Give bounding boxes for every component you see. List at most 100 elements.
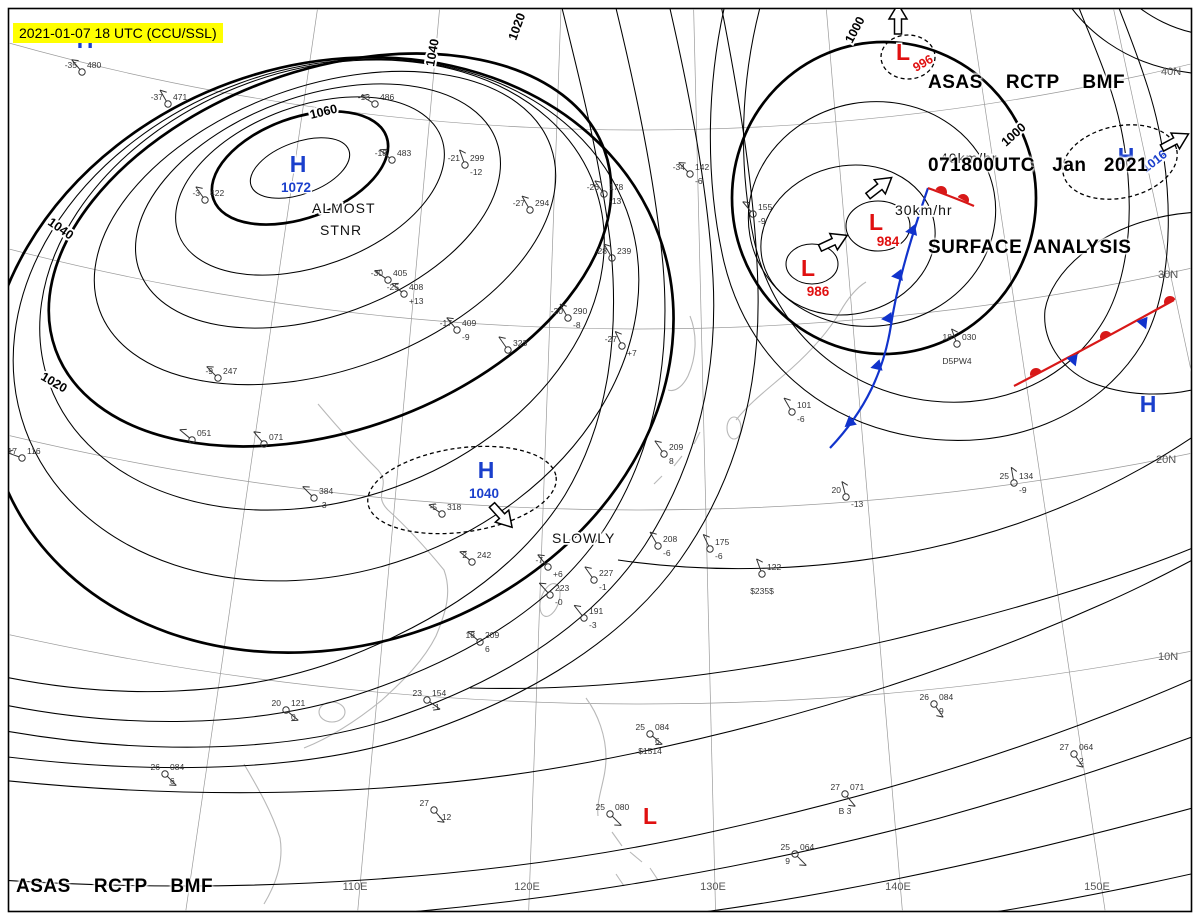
station-plot: 208-6	[649, 531, 677, 558]
wind-barb	[179, 429, 190, 439]
station-circle	[423, 696, 431, 704]
station-value: -20	[551, 306, 564, 316]
pressure-center-value: 1072	[281, 180, 311, 195]
wind-barb-tick	[649, 531, 657, 535]
station-value: 071	[269, 432, 283, 442]
station-value: 9	[939, 706, 944, 716]
station-value: 101	[797, 400, 811, 410]
wind-barb	[288, 711, 299, 721]
center-dashed-oval	[367, 445, 557, 535]
wind-barb	[9, 452, 20, 458]
wind-barb	[1010, 467, 1014, 480]
isobar-line	[9, 9, 615, 693]
pressure-center-symbol: L	[643, 803, 657, 829]
station-value: 071	[850, 782, 864, 792]
station-value: -9	[462, 332, 470, 342]
station-circle	[546, 591, 554, 599]
station-value: 486	[380, 92, 394, 102]
wind-barb	[391, 283, 402, 293]
station-circle	[438, 510, 446, 518]
station-plot: 23 154 -1	[413, 688, 447, 712]
station-value: -17	[440, 318, 453, 328]
isobar-line	[469, 548, 1191, 689]
station-plot: -27 294	[513, 195, 549, 214]
title-block-bottom-left: ASAS RCTP BMF 071800UTC Jan 2021 SURFACE…	[16, 818, 236, 920]
wind-barb-tick	[1010, 466, 1018, 472]
wind-barb-tick	[374, 269, 382, 272]
wind-barb-tick	[159, 89, 167, 93]
station-value: -6	[695, 176, 703, 186]
latitude-label: 10N	[1158, 651, 1178, 663]
wind-barb-tick	[951, 328, 958, 333]
title-line-3: SURFACE ANALYSIS	[928, 237, 1132, 259]
station-plot: 26 084 9	[920, 692, 953, 718]
pressure-center-symbol: H	[478, 457, 495, 483]
wind-barb	[841, 481, 846, 495]
wind-barb	[429, 701, 441, 710]
station-value: 209	[669, 442, 683, 452]
latitude-label: 20N	[1156, 454, 1176, 466]
station-plot: -21 299 -12	[448, 149, 484, 177]
longitude-label: 110E	[343, 881, 368, 893]
wind-barb-tick	[521, 195, 529, 199]
station-plot: -30 405	[371, 268, 407, 284]
station-value: 209	[485, 630, 499, 640]
station-value: 26	[151, 762, 161, 772]
station-value: 116	[27, 446, 41, 456]
station-value: -25	[387, 282, 400, 292]
front-marker	[844, 415, 857, 428]
warm-front-line	[927, 186, 975, 208]
wind-barb-tick	[446, 317, 454, 320]
front-marker	[891, 269, 903, 281]
isobar-line	[415, 736, 1191, 911]
station-value: 384	[319, 486, 333, 496]
station-value: 27	[1060, 742, 1070, 752]
station-circle	[600, 190, 608, 198]
isobar-label: 1020	[506, 11, 529, 42]
wind-barb-tick	[603, 243, 611, 247]
front-marker	[1100, 331, 1112, 340]
station-value: -13	[358, 92, 371, 102]
wind-barb	[195, 186, 204, 198]
wind-barb-tick	[783, 397, 791, 401]
isobar-line	[9, 679, 1191, 887]
station-circle	[453, 326, 461, 334]
wind-barb	[603, 243, 611, 256]
station-value: -12	[470, 167, 483, 177]
stationary-front-line	[1013, 299, 1175, 387]
station-value: 191	[589, 606, 603, 616]
station-plot: 18 209 6	[466, 630, 500, 654]
station-value: 175	[715, 537, 729, 547]
isobar-line-1020	[9, 56, 675, 654]
station-plot: -17 409 -9	[440, 317, 476, 342]
station-value: 9	[785, 856, 790, 866]
station-value: 242	[477, 550, 491, 560]
front-marker	[1066, 353, 1078, 367]
wind-barb	[360, 95, 373, 103]
station-circle	[590, 576, 598, 584]
station-circle	[646, 730, 654, 738]
wind-barb-tick	[584, 566, 592, 569]
station-plot: 20 121 0	[272, 698, 306, 722]
station-value: -13	[609, 196, 622, 206]
front-marker	[1136, 316, 1148, 330]
station-value: -37	[151, 92, 164, 102]
station-plot: 27 064 2	[1060, 742, 1093, 768]
wind-barb	[742, 201, 752, 212]
map-border	[7, 7, 1193, 913]
station-circle	[468, 558, 476, 566]
station-circle	[749, 210, 757, 218]
meridian-line	[185, 9, 318, 911]
station-circle	[1010, 479, 1018, 487]
front-marker	[935, 186, 947, 195]
isobar-label: 1040	[45, 215, 76, 242]
isobar-line	[997, 873, 1191, 911]
wind-barb	[166, 775, 177, 786]
station-value: 247	[223, 366, 237, 376]
station-circle	[930, 700, 938, 708]
station-value: 8	[669, 456, 674, 466]
isobar-line	[39, 59, 605, 511]
station-value: 25	[1000, 471, 1010, 481]
wind-barb-tick	[9, 449, 14, 453]
